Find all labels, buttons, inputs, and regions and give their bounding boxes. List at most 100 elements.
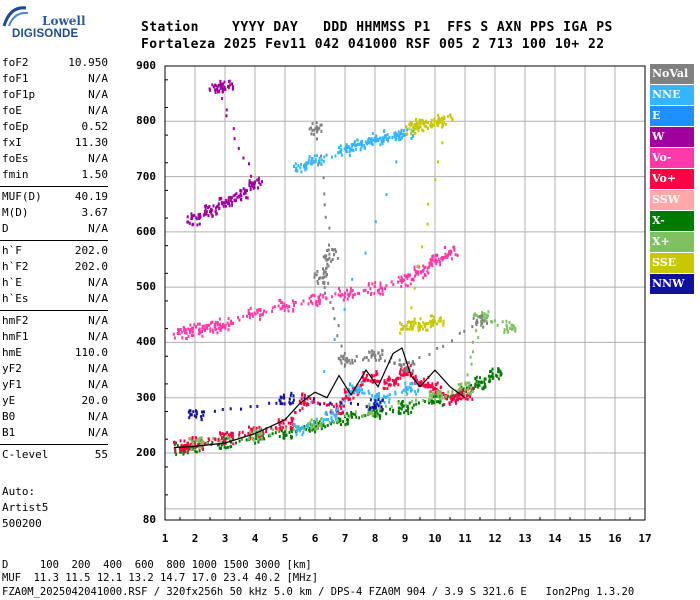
echo-point-vo- bbox=[347, 396, 350, 400]
echo-point-vo- bbox=[427, 265, 430, 269]
echo-point-vo- bbox=[311, 293, 314, 297]
echo-point-x- bbox=[230, 440, 232, 444]
echo-point-vo- bbox=[304, 393, 306, 397]
echo-point-x- bbox=[503, 328, 506, 332]
echo-point-vo- bbox=[280, 301, 283, 305]
echo-point-x- bbox=[470, 362, 473, 366]
echo-point-nnw bbox=[195, 412, 198, 416]
echo-point-sse bbox=[423, 123, 426, 127]
echo-point-nne bbox=[295, 167, 298, 170]
echo-point-vo- bbox=[393, 380, 396, 384]
echo-point-x- bbox=[468, 381, 471, 385]
echo-point-x- bbox=[484, 382, 486, 386]
echo-point-nne bbox=[339, 144, 342, 148]
echo-point-nne bbox=[322, 420, 325, 424]
echo-point-vo- bbox=[208, 438, 211, 442]
echo-point-w bbox=[218, 197, 221, 201]
echo-point-vo- bbox=[279, 425, 282, 429]
echo-point-vo- bbox=[410, 278, 413, 281]
echo-point-vo- bbox=[249, 306, 252, 310]
echo-point-nne bbox=[323, 155, 326, 159]
echo-point-vo- bbox=[217, 326, 220, 330]
echo-point-vo- bbox=[431, 255, 434, 259]
echo-point-x- bbox=[200, 440, 203, 444]
echo-point-x- bbox=[466, 388, 469, 391]
echo-point-nne bbox=[345, 150, 348, 154]
echo-point-noval bbox=[472, 316, 475, 320]
echo-point-sse bbox=[442, 319, 445, 323]
echo-point-w bbox=[249, 188, 252, 192]
echo-point-x- bbox=[224, 446, 227, 450]
echo-point-vo- bbox=[471, 386, 474, 390]
echo-point-vo- bbox=[216, 323, 219, 327]
echo-point-x- bbox=[470, 386, 473, 390]
parameter-value: 202.0 bbox=[74, 260, 108, 273]
echo-point-vo- bbox=[399, 376, 402, 380]
echo-point-x- bbox=[277, 428, 280, 432]
echo-point-nne bbox=[359, 142, 362, 146]
parameter-value: N/A bbox=[88, 88, 108, 101]
echo-point-vo- bbox=[354, 292, 357, 296]
echo-point-x- bbox=[438, 394, 441, 398]
echo-point-sse bbox=[441, 116, 444, 120]
echo-point-nne bbox=[302, 431, 305, 434]
echo-point-vo- bbox=[461, 392, 464, 396]
echo-point-vo- bbox=[359, 383, 362, 387]
echo-point-nne bbox=[368, 137, 371, 140]
echo-point-sse bbox=[431, 318, 434, 322]
x-tick-label: 3 bbox=[221, 532, 229, 545]
echo-point-x- bbox=[477, 336, 480, 340]
echo-point-w bbox=[221, 90, 224, 94]
echo-point-vo- bbox=[404, 371, 407, 375]
echo-point-vo- bbox=[400, 373, 403, 377]
echo-point-noval bbox=[481, 314, 484, 318]
echo-point-vo- bbox=[339, 289, 341, 293]
echo-point-w bbox=[227, 84, 229, 88]
echo-point-nnw bbox=[221, 408, 224, 411]
footer-file-info: FZA0M_2025042041000.RSF / 320fx256h 50 k… bbox=[2, 586, 635, 598]
echo-point-x- bbox=[309, 422, 312, 426]
echo-point-sse bbox=[415, 121, 418, 125]
echo-point-w bbox=[232, 194, 235, 198]
echo-point-x- bbox=[412, 403, 415, 407]
echo-point-x- bbox=[475, 329, 478, 333]
echo-point-vo- bbox=[456, 253, 459, 257]
echo-point-noval bbox=[316, 137, 318, 141]
echo-point-sse bbox=[436, 123, 439, 127]
echo-point-vo- bbox=[259, 309, 262, 313]
echo-point-x- bbox=[487, 310, 490, 314]
echo-point-sse bbox=[406, 132, 409, 136]
echo-point-nne bbox=[409, 382, 412, 386]
echo-point-x- bbox=[430, 393, 433, 397]
echo-point-noval bbox=[384, 359, 386, 363]
echo-point-sse bbox=[409, 123, 412, 127]
echo-point-vo- bbox=[417, 270, 420, 274]
echo-point-x- bbox=[344, 413, 347, 417]
echo-point-nne bbox=[357, 142, 360, 146]
echo-point-w bbox=[243, 189, 246, 193]
echo-point-nne bbox=[373, 136, 376, 140]
parameter-label: hmE bbox=[2, 346, 22, 359]
echo-point-nne bbox=[349, 382, 351, 386]
echo-point-nnw bbox=[200, 415, 203, 419]
echo-point-nne bbox=[372, 138, 375, 142]
echo-point-x- bbox=[397, 406, 400, 410]
echo-point-vo- bbox=[337, 409, 340, 413]
echo-point-sse bbox=[437, 319, 440, 323]
echo-point-noval bbox=[458, 331, 461, 335]
echo-point-vo- bbox=[185, 337, 188, 341]
echo-point-x- bbox=[499, 370, 502, 373]
echo-point-sse bbox=[430, 320, 433, 324]
echo-point-w bbox=[234, 199, 237, 203]
echo-point-vo- bbox=[319, 293, 322, 297]
parameter-value: 11.30 bbox=[74, 136, 108, 149]
echo-point-noval bbox=[323, 192, 326, 196]
echo-point-vo- bbox=[455, 401, 457, 405]
echo-point-vo- bbox=[397, 275, 400, 279]
echo-point-noval bbox=[408, 361, 410, 365]
echo-point-vo- bbox=[201, 334, 204, 338]
echo-point-nne bbox=[415, 382, 418, 386]
echo-point-vo- bbox=[434, 391, 437, 394]
echo-point-sse bbox=[424, 322, 427, 326]
echo-point-nne bbox=[364, 140, 367, 144]
